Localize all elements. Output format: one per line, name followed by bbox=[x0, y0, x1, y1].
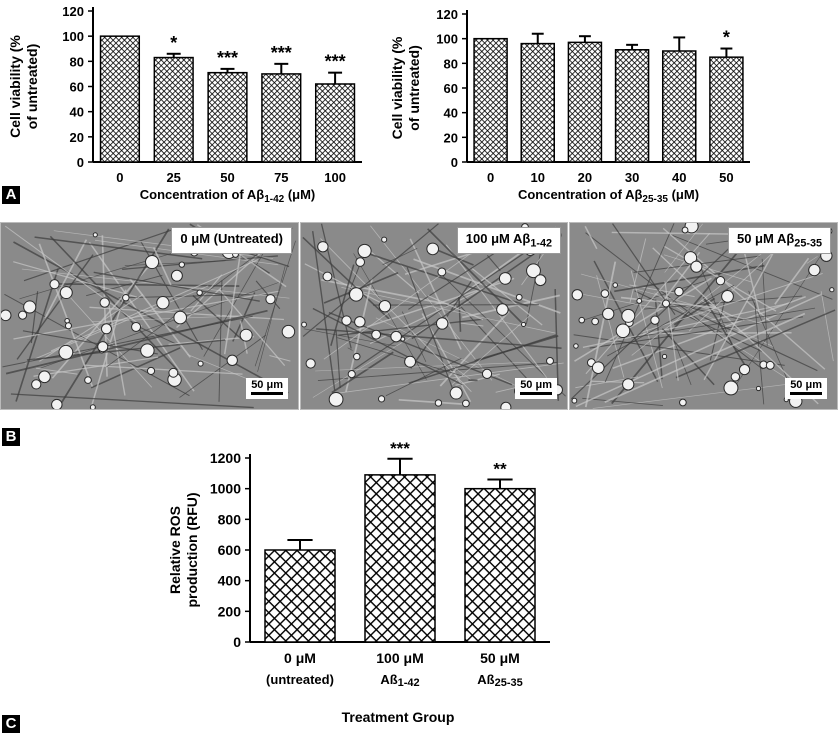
bar bbox=[207, 71, 248, 163]
x-tick-label: 40 bbox=[672, 170, 686, 185]
x-axis-label-unit: (μM) bbox=[668, 187, 699, 202]
y-axis-label-line: of untreated) bbox=[24, 44, 40, 130]
x-axis-label-main: Concentration of Aβ bbox=[518, 187, 643, 202]
scale-bar: 50 μm bbox=[785, 378, 827, 399]
x-tick-label: Aß1-42 bbox=[380, 672, 419, 689]
micrograph-label: 100 μM Aβ1-42 bbox=[456, 227, 561, 254]
x-axis-label-sub: 1-42 bbox=[264, 194, 284, 205]
significance-label: ** bbox=[493, 459, 507, 478]
significance-label: *** bbox=[271, 43, 292, 63]
panel-label-c: C bbox=[2, 715, 20, 733]
bar bbox=[520, 42, 556, 163]
x-tick-label: 25 bbox=[166, 170, 180, 185]
x-axis-label-unit: (μM) bbox=[284, 187, 315, 202]
y-axis-label-line: Relative ROS bbox=[167, 506, 183, 594]
y-tick-label: 20 bbox=[444, 130, 458, 145]
x-axis-label: Concentration of Aβ25-35 (μM) bbox=[518, 187, 699, 205]
x-tick-subscript: 25-35 bbox=[495, 677, 523, 689]
bar bbox=[661, 50, 697, 163]
x-tick-label: 100 bbox=[324, 170, 346, 185]
scale-bar: 50 μm bbox=[515, 378, 557, 399]
bar bbox=[709, 56, 744, 163]
y-axis-label: Relative ROSproduction (RFU) bbox=[167, 492, 200, 607]
x-tick-label: 100 μM bbox=[376, 650, 423, 666]
bar bbox=[314, 83, 356, 163]
significance-label: * bbox=[170, 33, 177, 53]
bar bbox=[99, 35, 141, 163]
bar bbox=[464, 487, 536, 643]
chart-ros-production: 0 200 400 600 800 1000 1200 0 μM (untreated) *** 1… bbox=[167, 439, 550, 725]
x-tick-label: 30 bbox=[625, 170, 639, 185]
bar bbox=[614, 49, 650, 163]
y-tick-label: 60 bbox=[70, 80, 84, 95]
y-tick-label: 1000 bbox=[210, 481, 241, 497]
micrograph-untreated: 0 μM (Untreated) 50 μm bbox=[0, 222, 299, 410]
y-tick-label: 120 bbox=[62, 4, 84, 19]
x-axis-label: Treatment Group bbox=[342, 709, 455, 725]
y-tick-label: 800 bbox=[218, 511, 242, 527]
x-tick-label: 75 bbox=[274, 170, 288, 185]
significance-label: * bbox=[723, 28, 730, 48]
bar bbox=[261, 73, 302, 163]
x-tick-label: 50 bbox=[719, 170, 733, 185]
y-tick-label: 1200 bbox=[210, 450, 241, 466]
x-tick-subscript: 1-42 bbox=[398, 677, 420, 689]
bar bbox=[364, 474, 436, 643]
y-tick-label: 120 bbox=[436, 7, 458, 22]
y-tick-label: 100 bbox=[436, 32, 458, 47]
y-axis-label-line: Cell viability (% bbox=[7, 35, 23, 138]
y-tick-label: 60 bbox=[444, 81, 458, 96]
x-tick-label: 50 bbox=[220, 170, 234, 185]
x-tick-label: (untreated) bbox=[266, 672, 334, 687]
x-tick-label: 20 bbox=[578, 170, 592, 185]
y-tick-label: 0 bbox=[233, 634, 241, 650]
y-tick-label: 80 bbox=[70, 54, 84, 69]
micrograph-abeta2535: 50 μM Aβ25-35 50 μm bbox=[569, 222, 838, 410]
x-axis-label: Concentration of Aβ1-42 (μM) bbox=[140, 187, 316, 205]
y-axis-label: Cell viability (%of untreated) bbox=[389, 36, 422, 139]
x-tick-label: 50 μM bbox=[480, 650, 520, 666]
chart-abeta2535-viability: 0 20 40 60 80 100 120 0 10 20 30 40 * 50 Cell viabilit… bbox=[389, 7, 750, 205]
panel-label-b: B bbox=[2, 428, 20, 446]
y-axis-label-line: of untreated) bbox=[406, 45, 422, 131]
bar bbox=[153, 56, 194, 163]
y-tick-label: 200 bbox=[218, 603, 242, 619]
panel-label-a: A bbox=[2, 186, 20, 204]
micrograph-image bbox=[301, 223, 567, 409]
scale-bar: 50 μm bbox=[246, 378, 288, 399]
x-tick-label: Aß25-35 bbox=[477, 672, 522, 689]
y-tick-label: 80 bbox=[444, 56, 458, 71]
significance-label: *** bbox=[325, 52, 346, 72]
bar bbox=[473, 37, 508, 163]
micrograph-label: 50 μM Aβ25-35 bbox=[727, 227, 831, 254]
significance-label: *** bbox=[390, 439, 410, 458]
bar bbox=[264, 549, 336, 643]
x-tick-label: 0 μM bbox=[284, 650, 316, 666]
x-tick-label: 0 bbox=[487, 170, 494, 185]
y-tick-label: 40 bbox=[444, 106, 458, 121]
x-tick-label: 10 bbox=[531, 170, 545, 185]
y-tick-label: 40 bbox=[70, 105, 84, 120]
bar bbox=[567, 41, 603, 163]
y-tick-label: 100 bbox=[62, 29, 84, 44]
x-tick-label: 0 bbox=[116, 170, 123, 185]
y-tick-label: 0 bbox=[451, 155, 458, 170]
micrograph-label: 0 μM (Untreated) bbox=[171, 227, 292, 254]
chart-abeta142-viability: 0 20 40 60 80 100 120 0 * 25 *** 50 *** 75 *** 100 Cell … bbox=[7, 4, 362, 205]
x-axis-label-main: Concentration of Aβ bbox=[140, 187, 265, 202]
y-tick-label: 20 bbox=[70, 130, 84, 145]
y-axis-label-line: production (RFU) bbox=[184, 492, 200, 607]
y-axis-label-line: Cell viability (% bbox=[389, 36, 405, 139]
y-tick-label: 400 bbox=[218, 573, 242, 589]
y-axis-label: Cell viability (%of untreated) bbox=[7, 35, 40, 138]
x-axis-label-sub: 25-35 bbox=[642, 194, 668, 205]
micrograph-abeta142: 100 μM Aβ1-42 50 μm bbox=[300, 222, 568, 410]
significance-label: *** bbox=[217, 48, 238, 68]
y-tick-label: 600 bbox=[218, 542, 242, 558]
y-tick-label: 0 bbox=[77, 155, 84, 170]
